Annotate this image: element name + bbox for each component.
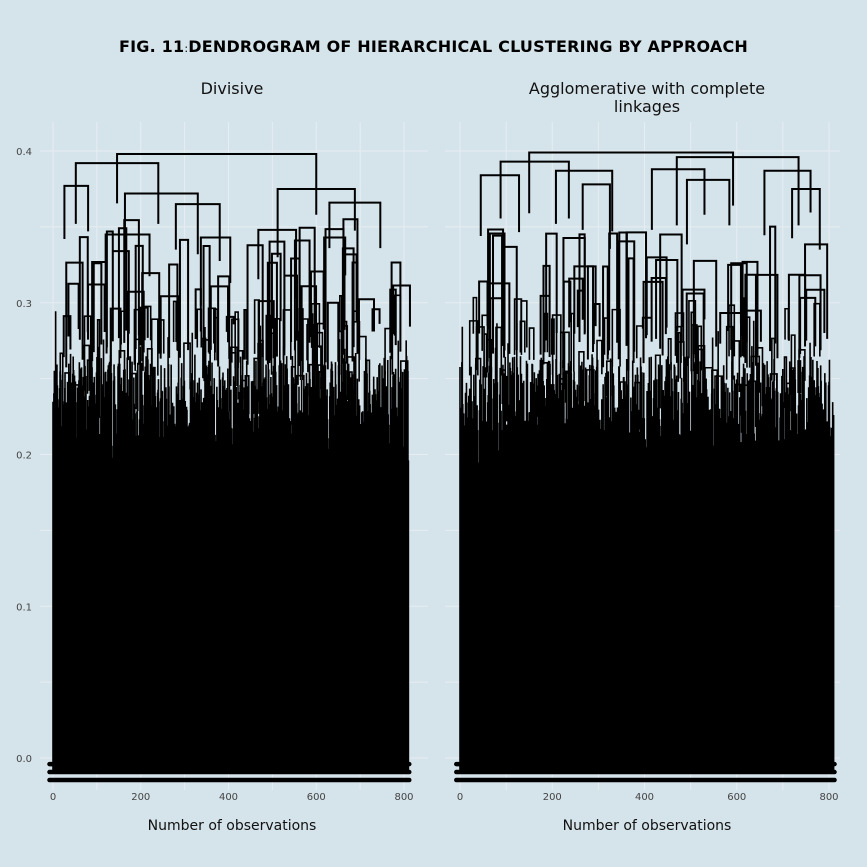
y-tick-label: 0.3 bbox=[16, 299, 32, 310]
x-tick-label: 400 bbox=[635, 792, 654, 803]
merge-link bbox=[276, 187, 356, 258]
merge-link bbox=[581, 183, 611, 249]
x-tick-label: 600 bbox=[727, 792, 746, 803]
merge-link bbox=[685, 178, 731, 245]
figure-title-separator: : bbox=[184, 42, 189, 55]
x-tick-label: 200 bbox=[543, 792, 562, 803]
x-tick-label: 800 bbox=[819, 792, 838, 803]
merge-link bbox=[763, 169, 812, 236]
x-tick-label: 800 bbox=[394, 792, 413, 803]
x-tick-label: 0 bbox=[50, 792, 56, 803]
figure-title: FIG. 11:DENDROGRAM OF HIERARCHICAL CLUST… bbox=[0, 37, 867, 56]
figure-title-prefix: FIG. 11 bbox=[119, 37, 185, 56]
intermediate-links bbox=[62, 218, 411, 370]
y-tick-label: 0.0 bbox=[16, 754, 32, 765]
mid-branches bbox=[59, 294, 409, 439]
merge-link bbox=[499, 160, 570, 219]
x-tick-label: 600 bbox=[307, 792, 326, 803]
merge-link bbox=[199, 236, 232, 306]
x-tick-label: 0 bbox=[457, 792, 463, 803]
merge-link bbox=[650, 168, 706, 230]
panel-0: 0.0 0.1 0.2 0.3 0.4 0 200 400 600 800 bbox=[16, 122, 428, 803]
y-tick-label: 0.2 bbox=[16, 451, 32, 462]
panel-1: 0 200 400 600 800 bbox=[445, 122, 840, 803]
figure-title-main: DENDROGRAM OF HIERARCHICAL CLUSTERING BY… bbox=[188, 37, 748, 56]
leaf-branches bbox=[52, 311, 410, 771]
merge-link bbox=[791, 187, 821, 250]
merge-link bbox=[116, 153, 318, 215]
merge-link bbox=[328, 201, 382, 249]
merge-link bbox=[675, 156, 800, 226]
x-tick-label: 200 bbox=[131, 792, 150, 803]
x-tick-label: 400 bbox=[219, 792, 238, 803]
merge-link bbox=[554, 169, 614, 232]
panel-title-divisive: Divisive bbox=[200, 79, 264, 98]
intermediate-links bbox=[478, 225, 829, 371]
leaf-branches bbox=[459, 317, 835, 771]
merge-link bbox=[63, 184, 90, 240]
panel-title-agglomerative: Agglomerative with complete linkages bbox=[528, 79, 766, 116]
x-axis-label-divisive: Number of observations bbox=[147, 818, 317, 834]
y-tick-label: 0.4 bbox=[16, 147, 32, 158]
y-tick-label: 0.1 bbox=[16, 602, 32, 613]
merge-link bbox=[257, 228, 298, 299]
merge-link bbox=[479, 174, 521, 236]
x-axis-label-agglomerative: Number of observations bbox=[562, 818, 732, 834]
merge-link bbox=[528, 151, 735, 214]
merge-link bbox=[174, 203, 221, 262]
